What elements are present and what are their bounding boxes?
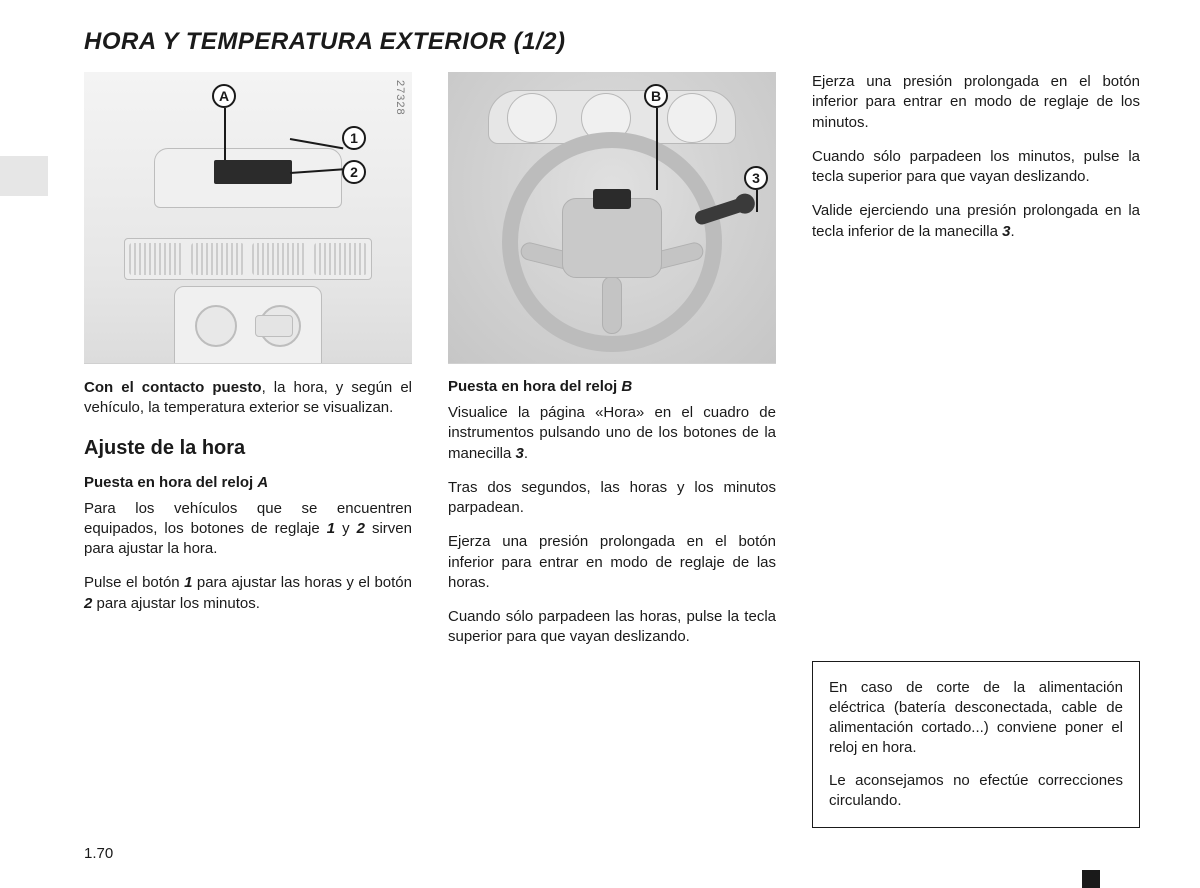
col1-p1: Para los vehículos que se encuentren equ…: [84, 499, 412, 560]
callout-2: 2: [342, 160, 366, 184]
clock-display-a: [214, 160, 292, 184]
figure-a: 27328 A 1 2: [84, 72, 412, 364]
col3-p1: Ejerza una presión prolongada en el botó…: [812, 72, 1140, 133]
content-columns: 27328 A 1 2 Con el contacto puesto, la h…: [84, 72, 1140, 828]
note-box: En caso de corte de la alimentación eléc…: [812, 661, 1140, 829]
col2-text: Puesta en hora del reloj B Visualice la …: [448, 378, 776, 662]
note-p1: En caso de corte de la alimentación eléc…: [829, 678, 1123, 759]
clock-display-b: [593, 189, 631, 209]
callout-a: A: [212, 84, 236, 108]
column-1: 27328 A 1 2 Con el contacto puesto, la h…: [84, 72, 412, 828]
subheading-a: Puesta en hora del reloj A: [84, 474, 412, 491]
col1-lead: Con el contacto puesto, la hora, y según…: [84, 378, 412, 419]
footer-mark: [1082, 870, 1100, 888]
dashboard-illustration: [114, 122, 382, 363]
side-tab: [0, 156, 48, 196]
col1-text: Con el contacto puesto, la hora, y según…: [84, 378, 412, 628]
col2-p3: Ejerza una presión prolongada en el botó…: [448, 532, 776, 593]
note-p2: Le aconsejamos no efectúe correcciones c…: [829, 771, 1123, 812]
callout-3: 3: [744, 166, 768, 190]
callout-1: 1: [342, 126, 366, 150]
col1-p2: Pulse el botón 1 para ajustar las horas …: [84, 573, 412, 614]
col3-text: Ejerza una presión prolongada en el botó…: [812, 72, 1140, 828]
subheading-b: Puesta en hora del reloj B: [448, 378, 776, 395]
page-title: HORA Y TEMPERATURA EXTERIOR (1/2): [84, 28, 565, 56]
section-heading: Ajuste de la hora: [84, 437, 412, 460]
callout-b: B: [644, 84, 668, 108]
column-2: 36161 B 3 Pues: [448, 72, 776, 828]
col2-p4: Cuando sólo parpadeen las horas, pulse l…: [448, 607, 776, 648]
figure-b: 36161 B 3: [448, 72, 776, 364]
col3-p2: Cuando sólo parpadeen los minutos, pulse…: [812, 147, 1140, 188]
figure-a-ref: 27328: [394, 80, 406, 116]
col2-p2: Tras dos segundos, las horas y los minut…: [448, 478, 776, 519]
column-3: Ejerza una presión prolongada en el botó…: [812, 72, 1140, 828]
col2-p1: Visualice la página «Hora» en el cuadro …: [448, 403, 776, 464]
steering-illustration: [448, 72, 776, 363]
page-number: 1.70: [84, 845, 113, 862]
col3-p3: Valide ejerciendo una presión prolongada…: [812, 201, 1140, 242]
